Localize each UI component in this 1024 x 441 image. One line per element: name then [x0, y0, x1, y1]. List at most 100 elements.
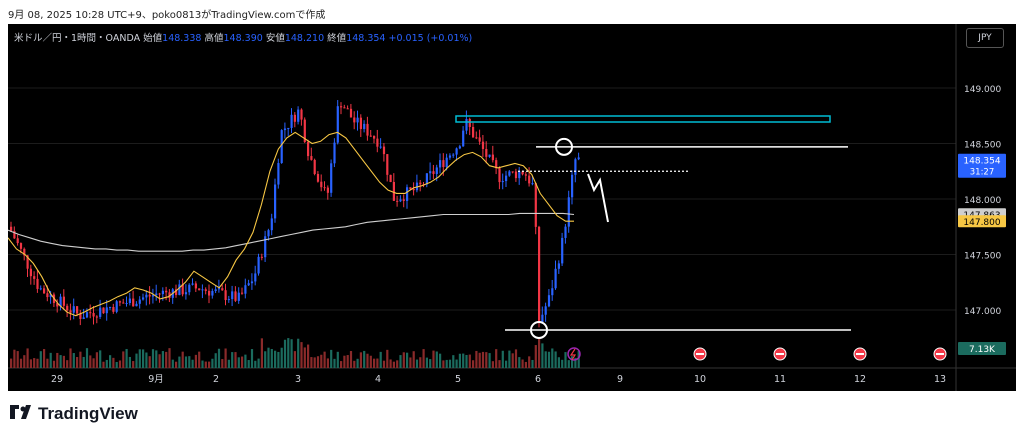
candle-body [297, 109, 300, 122]
volume-bar [538, 337, 541, 368]
volume-bar [72, 353, 75, 368]
candle-body [227, 299, 230, 301]
volume-bar [198, 351, 201, 368]
volume-bar [122, 351, 125, 368]
candle-body [181, 284, 184, 295]
volume-bar [491, 361, 494, 368]
chart-area[interactable]: 149.000 148.500 148.000 147.500 147.000 29 9月 2… [8, 24, 1016, 391]
volume-bar [165, 351, 168, 368]
volume-bar [132, 361, 135, 368]
candle-body [392, 182, 395, 201]
volume-bar [389, 359, 392, 368]
low-value: 148.210 [284, 33, 325, 44]
volume-bar [260, 338, 263, 368]
volume-bar [320, 354, 323, 368]
us-flag-event-icon [936, 353, 944, 355]
volume-bar [544, 351, 547, 368]
candle-body [250, 281, 254, 284]
candle-body [448, 155, 452, 158]
candle-body [551, 288, 554, 296]
candle-body [244, 285, 247, 294]
candle-body [577, 157, 580, 160]
x-tick-label: 9月 [148, 374, 164, 385]
volume-bar [340, 361, 343, 368]
price-label-box [958, 215, 1006, 228]
candle-body [224, 290, 227, 301]
candle-body [524, 174, 527, 176]
volume-bar [323, 351, 326, 368]
x-tick-label: 3 [295, 374, 301, 385]
us-flag-event-icon [856, 353, 864, 355]
candle-body [39, 288, 42, 290]
volume-bar [178, 356, 181, 368]
candle-body [472, 126, 475, 138]
candle-body [92, 313, 95, 317]
candle-body [567, 197, 570, 227]
candle-body [369, 135, 372, 137]
currency-button[interactable]: JPY [966, 28, 1004, 48]
candle-body [247, 283, 250, 286]
candle-body [359, 117, 362, 129]
candle-body [264, 236, 267, 258]
x-tick-label: 5 [455, 374, 461, 385]
candle-body [287, 127, 290, 129]
candle-body [531, 183, 534, 185]
candle-body [541, 314, 544, 323]
volume-bar [188, 356, 191, 368]
candle-body [363, 123, 366, 129]
volume-bar [448, 359, 452, 368]
candle-body [89, 312, 92, 314]
volume-bar [402, 352, 405, 368]
volume-bar [142, 349, 145, 368]
volume-bar [534, 345, 537, 368]
volume-bar [293, 351, 296, 368]
candle-body [175, 289, 178, 295]
candle-body [257, 256, 260, 274]
volume-bar [458, 353, 461, 368]
us-flag-event-icon [776, 353, 784, 355]
candle-body [336, 106, 339, 143]
candle-body [99, 307, 102, 317]
candle-body [501, 181, 504, 183]
volume-bar [89, 355, 92, 368]
volume-bar [59, 355, 62, 368]
brand-footer[interactable]: TradingView [10, 404, 138, 424]
volume-bar [475, 350, 478, 368]
volume-bar [435, 351, 438, 368]
volume-bar [356, 358, 359, 368]
volume-bar [379, 351, 382, 368]
candle-body [458, 146, 461, 149]
volume-bar [49, 352, 52, 368]
candle-body [191, 283, 194, 285]
candle-body [571, 174, 574, 198]
candle-body [10, 226, 13, 231]
volume-bar [267, 347, 270, 368]
candle-body [79, 313, 82, 319]
x-tick-label: 29 [51, 374, 63, 385]
candle-body [310, 156, 313, 160]
volume-bar [422, 349, 425, 368]
candle-body [505, 175, 508, 182]
candle-body [274, 184, 277, 219]
candle-body [432, 171, 435, 174]
candle-body [122, 302, 125, 304]
volume-bar [82, 356, 85, 368]
candle-body [465, 118, 468, 131]
candle-body [125, 303, 128, 305]
candle-body [376, 138, 379, 147]
volume-bar [128, 356, 131, 368]
volume-bar [158, 354, 161, 368]
candle-body [419, 182, 422, 185]
candle-body [188, 284, 191, 293]
volume-bar [46, 358, 49, 368]
x-tick-label: 2 [213, 374, 219, 385]
price-label-text: 147.800 [963, 218, 1000, 228]
candle-body [574, 159, 577, 175]
candle-body [349, 108, 353, 118]
volume-bar [363, 350, 366, 368]
volume-bar [151, 349, 155, 368]
candle-body [161, 290, 164, 295]
volume-bar [349, 350, 353, 368]
candle-body [386, 154, 389, 175]
